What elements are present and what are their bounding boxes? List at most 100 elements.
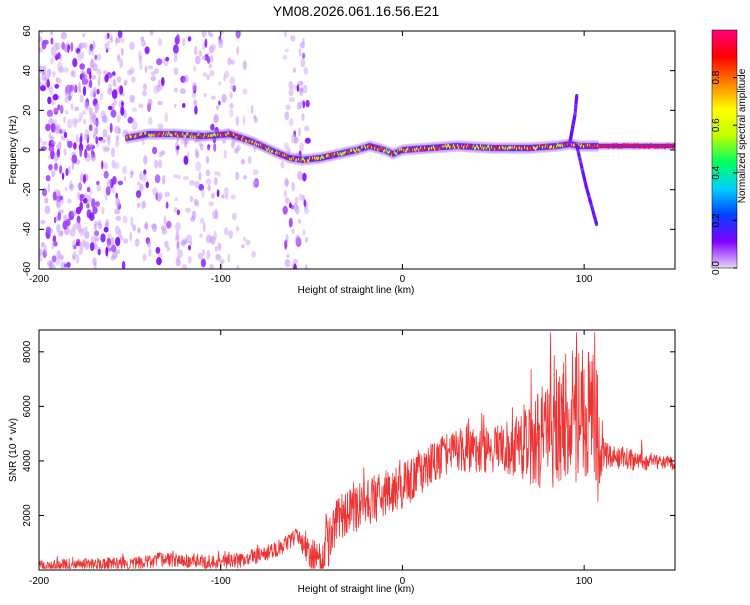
noise-speckle (78, 112, 84, 121)
noise-speckle (89, 189, 93, 195)
noise-speckle (92, 257, 97, 266)
noise-speckle (96, 88, 100, 95)
noise-speckle (95, 136, 98, 145)
noise-speckle (117, 198, 121, 208)
noise-speckle (46, 78, 50, 88)
noise-speckle (120, 106, 125, 116)
noise-speckle (182, 103, 186, 108)
noise-speckle (145, 221, 148, 231)
noise-speckle (142, 83, 147, 91)
noise-speckle (193, 65, 197, 72)
noise-speckle (149, 31, 154, 36)
noise-speckle (73, 142, 77, 150)
noise-speckle (224, 186, 229, 196)
noise-speckle (92, 40, 96, 50)
noise-speckle (49, 85, 54, 96)
noise-speckle (292, 67, 297, 73)
noise-speckle (83, 174, 86, 184)
noise-speckle (116, 54, 121, 62)
noise-speckle (106, 182, 112, 188)
noise-speckle (154, 174, 161, 184)
noise-speckle (97, 248, 101, 256)
noise-speckle (93, 223, 97, 231)
noise-speckle (47, 96, 52, 105)
noise-speckle (218, 172, 221, 178)
noise-speckle (138, 103, 144, 109)
noise-speckle (164, 191, 170, 197)
noise-speckle (50, 135, 55, 142)
noise-speckle (285, 234, 289, 242)
noise-speckle (288, 81, 294, 90)
noise-speckle (158, 159, 163, 169)
noise-speckle (215, 105, 220, 110)
noise-speckle (90, 89, 94, 98)
noise-speckle (39, 248, 43, 257)
noise-speckle (304, 236, 309, 243)
noise-speckle (197, 252, 203, 260)
noise-speckle (194, 180, 200, 188)
noise-speckle (101, 160, 104, 170)
noise-speckle (250, 104, 254, 115)
noise-speckle (110, 237, 115, 247)
noise-speckle (84, 241, 90, 251)
noise-speckle (181, 264, 188, 269)
noise-speckle (227, 57, 232, 66)
noise-speckle (82, 118, 87, 125)
noise-speckle (107, 136, 111, 146)
noise-speckle (194, 138, 198, 144)
noise-speckle (156, 192, 163, 201)
noise-speckle (284, 197, 290, 205)
noise-speckle (135, 190, 142, 198)
y-tick-label: -20 (22, 182, 33, 197)
noise-speckle (64, 87, 68, 97)
noise-speckle (251, 251, 256, 258)
noise-speckle (105, 34, 109, 40)
noise-speckle (161, 228, 168, 235)
noise-speckle (60, 31, 67, 40)
noise-speckle (121, 101, 124, 107)
noise-speckle (45, 123, 51, 132)
noise-speckle (43, 244, 47, 253)
noise-speckle (305, 99, 310, 108)
branch-blob (594, 221, 599, 227)
noise-speckle (298, 218, 301, 224)
noise-speckle (222, 139, 227, 144)
noise-speckle (44, 197, 49, 204)
noise-speckle (288, 88, 294, 97)
noise-speckle (46, 69, 51, 79)
noise-speckle (48, 145, 55, 152)
noise-speckle (120, 235, 124, 241)
noise-speckle (283, 142, 289, 150)
noise-speckle (205, 178, 212, 186)
spectrogram-x-ticks: -200 -100 0 100 (29, 31, 593, 285)
noise-speckle (284, 240, 288, 250)
colorbar-tick-label: 0.2 (711, 213, 722, 227)
noise-speckle (291, 228, 295, 234)
noise-speckle (105, 246, 109, 257)
spectrogram-x-label: Height of straight line (km) (298, 285, 415, 296)
y-tick-label: 20 (22, 104, 33, 116)
noise-speckle (221, 31, 225, 35)
noise-speckle (183, 175, 189, 181)
noise-speckle (290, 35, 296, 42)
noise-speckle (65, 168, 69, 177)
noise-speckle (123, 175, 127, 182)
noise-speckle (79, 196, 83, 202)
noise-speckle (73, 120, 78, 128)
noise-speckle (55, 257, 61, 266)
noise-speckle (112, 176, 117, 185)
noise-speckle (88, 107, 93, 116)
noise-speckle (181, 139, 186, 145)
noise-speckle (67, 198, 72, 204)
noise-speckle (84, 148, 88, 159)
noise-speckle (107, 87, 113, 96)
noise-speckle (51, 170, 56, 178)
noise-speckle (295, 152, 300, 158)
noise-speckle (105, 46, 111, 51)
noise-speckle (114, 125, 121, 134)
noise-speckle (119, 85, 124, 95)
noise-speckle (131, 121, 138, 131)
x-tick-label: -100 (211, 274, 231, 285)
